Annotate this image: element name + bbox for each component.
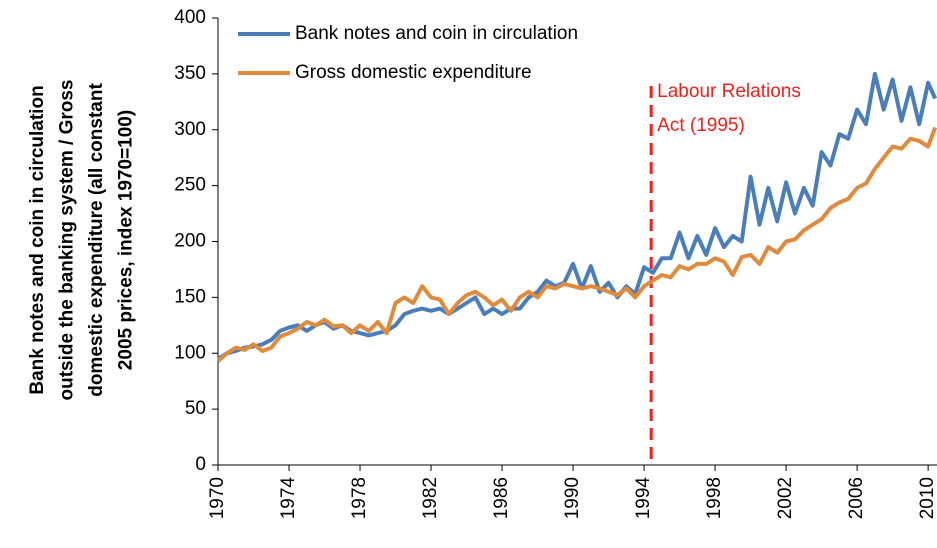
x-tick-label: 1982 [420,477,441,519]
y-axis-label: outside the banking system / Gross [57,80,78,401]
legend-label: Bank notes and coin in circulation [295,23,578,44]
x-tick-label: 1998 [704,477,725,519]
y-axis-label: Bank notes and coin in circulation [27,85,48,394]
y-tick-label: 100 [174,342,206,363]
y-tick-label: 150 [174,286,206,307]
x-tick-label: 1970 [207,477,228,519]
x-tick-label: 2006 [846,477,867,519]
x-tick-label: 1974 [278,477,299,520]
x-tick-label: 2002 [775,477,796,519]
annotation-text: Labour Relations [657,81,801,102]
x-tick-label: 1986 [491,477,512,519]
series-line [216,126,937,363]
x-tick-label: 2010 [917,477,937,519]
x-tick-label: 1990 [562,477,583,519]
y-tick-label: 350 [174,63,206,84]
y-tick-label: 50 [185,398,206,419]
y-tick-label: 200 [174,231,206,252]
y-tick-label: 250 [174,175,206,196]
annotation-text: Act (1995) [657,115,745,136]
legend-label: Gross domestic expenditure [295,62,532,83]
y-tick-label: 400 [174,7,206,28]
series-line [216,71,937,361]
y-axis-label: 2005 prices, index 1970=100) [116,110,137,370]
y-tick-label: 300 [174,119,206,140]
y-tick-label: 0 [195,454,206,475]
x-tick-label: 1978 [349,477,370,519]
x-tick-label: 1994 [633,477,654,520]
y-axis-label: domestic expenditure (all constant [86,83,107,397]
